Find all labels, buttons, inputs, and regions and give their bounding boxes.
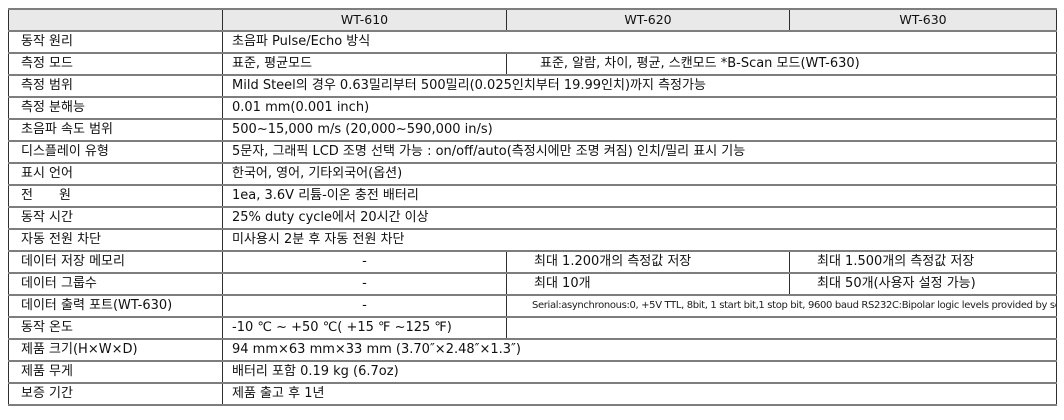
spec-label: 측정 모드: [8, 52, 223, 76]
spec-value-wt610: -: [222, 272, 507, 296]
spec-value-wt610: -: [222, 250, 507, 274]
spec-label: 자동 전원 차단: [8, 228, 223, 252]
spec-value-wt620-630: Serial:asynchronous:0, +5V TTL, 8bit, 1 …: [506, 294, 1057, 318]
spec-value: 0.01 mm(0.001 inch): [222, 96, 1057, 120]
spec-label: 측정 범위: [8, 74, 223, 98]
spec-label: 보증 기간: [8, 382, 223, 406]
row-display-language: 표시 언어 한국어, 영어, 기타외국어(옵션): [8, 162, 1057, 186]
spec-value: Mild Steel의 경우 0.63밀리부터 500밀리(0.025인치부터 …: [222, 74, 1057, 98]
row-measuring-mode: 측정 모드 표준, 평균모드 표준, 알람, 차이, 평균, 스캔모드 *B-S…: [8, 52, 1057, 76]
corner-cell: [8, 8, 223, 32]
spec-label: 초음파 속도 범위: [8, 118, 223, 142]
spec-value-wt630: 최대 1.500개의 측정값 저장: [789, 250, 1057, 274]
spec-value: 25% duty cycle에서 20시간 이상: [222, 206, 1057, 230]
spec-label: 데이터 저장 메모리: [8, 250, 223, 274]
spec-value: 5문자, 그래픽 LCD 조명 선택 가능 : on/off/auto(측정시에…: [222, 140, 1057, 164]
row-data-groups: 데이터 그룹수 - 최대 10개 최대 50개(사용자 설정 가능): [8, 272, 1057, 296]
spec-label: 데이터 출력 포트(WT-630): [8, 294, 223, 318]
spec-value-wt610: -: [222, 294, 507, 318]
spec-value-wt620: 최대 1.200개의 측정값 저장: [506, 250, 790, 274]
spec-value: 미사용시 2분 후 자동 전원 차단: [222, 228, 1057, 252]
spec-label: 동작 시간: [8, 206, 223, 230]
spec-label: 측정 분해능: [8, 96, 223, 120]
spec-label: 표시 언어: [8, 162, 223, 186]
row-operating-temperature: 동작 온도 -10 ℃ ~ +50 ℃( +15 ℉ ~125 ℉): [8, 316, 1057, 340]
spec-label: 전 원: [8, 184, 223, 208]
row-data-memory: 데이터 저장 메모리 - 최대 1.200개의 측정값 저장 최대 1.500개…: [8, 250, 1057, 274]
spec-value: 94 mm×63 mm×33 mm (3.70″×2.48″×1.3″): [222, 338, 1057, 362]
spec-value-wt620-630: [506, 316, 1057, 340]
row-auto-power-off: 자동 전원 차단 미사용시 2분 후 자동 전원 차단: [8, 228, 1057, 252]
spec-table: WT-610 WT-620 WT-630 동작 원리 초음파 Pulse/Ech…: [8, 8, 1057, 406]
row-warranty: 보증 기간 제품 출고 후 1년: [8, 382, 1057, 406]
spec-value: 배터리 포함 0.19 kg (6.7oz): [222, 360, 1057, 384]
spec-value-wt620-630: 표준, 알람, 차이, 평균, 스캔모드 *B-Scan 모드(WT-630): [506, 52, 1057, 76]
row-operating-principle: 동작 원리 초음파 Pulse/Echo 방식: [8, 30, 1057, 54]
spec-value: 초음파 Pulse/Echo 방식: [222, 30, 1057, 54]
row-product-size: 제품 크기(H×W×D) 94 mm×63 mm×33 mm (3.70″×2.…: [8, 338, 1057, 362]
spec-label: 동작 원리: [8, 30, 223, 54]
spec-value: 1ea, 3.6V 리튬-이온 충전 배터리: [222, 184, 1057, 208]
spec-label: 디스플레이 유형: [8, 140, 223, 164]
column-header-wt610: WT-610: [222, 8, 507, 32]
spec-value: 한국어, 영어, 기타외국어(옵션): [222, 162, 1057, 186]
row-power: 전 원 1ea, 3.6V 리튬-이온 충전 배터리: [8, 184, 1057, 208]
spec-value-wt630: 최대 50개(사용자 설정 가능): [789, 272, 1057, 296]
spec-label: 제품 무게: [8, 360, 223, 384]
spec-value-wt610: 표준, 평균모드: [222, 52, 507, 76]
row-resolution: 측정 분해능 0.01 mm(0.001 inch): [8, 96, 1057, 120]
spec-label: 동작 온도: [8, 316, 223, 340]
row-measuring-range: 측정 범위 Mild Steel의 경우 0.63밀리부터 500밀리(0.02…: [8, 74, 1057, 98]
row-operating-time: 동작 시간 25% duty cycle에서 20시간 이상: [8, 206, 1057, 230]
row-display-type: 디스플레이 유형 5문자, 그래픽 LCD 조명 선택 가능 : on/off/…: [8, 140, 1057, 164]
row-velocity-range: 초음파 속도 범위 500~15,000 m/s (20,000~590,000…: [8, 118, 1057, 142]
spec-value-wt620: 최대 10개: [506, 272, 790, 296]
spec-value-wt610: -10 ℃ ~ +50 ℃( +15 ℉ ~125 ℉): [222, 316, 507, 340]
column-header-wt630: WT-630: [789, 8, 1057, 32]
spec-label: 데이터 그룹수: [8, 272, 223, 296]
spec-value: 제품 출고 후 1년: [222, 382, 1057, 406]
row-product-weight: 제품 무게 배터리 포함 0.19 kg (6.7oz): [8, 360, 1057, 384]
spec-value: 500~15,000 m/s (20,000~590,000 in/s): [222, 118, 1057, 142]
column-header-wt620: WT-620: [506, 8, 790, 32]
header-row: WT-610 WT-620 WT-630: [8, 8, 1057, 32]
spec-label: 제품 크기(H×W×D): [8, 338, 223, 362]
row-data-output-port: 데이터 출력 포트(WT-630) - Serial:asynchronous:…: [8, 294, 1057, 318]
